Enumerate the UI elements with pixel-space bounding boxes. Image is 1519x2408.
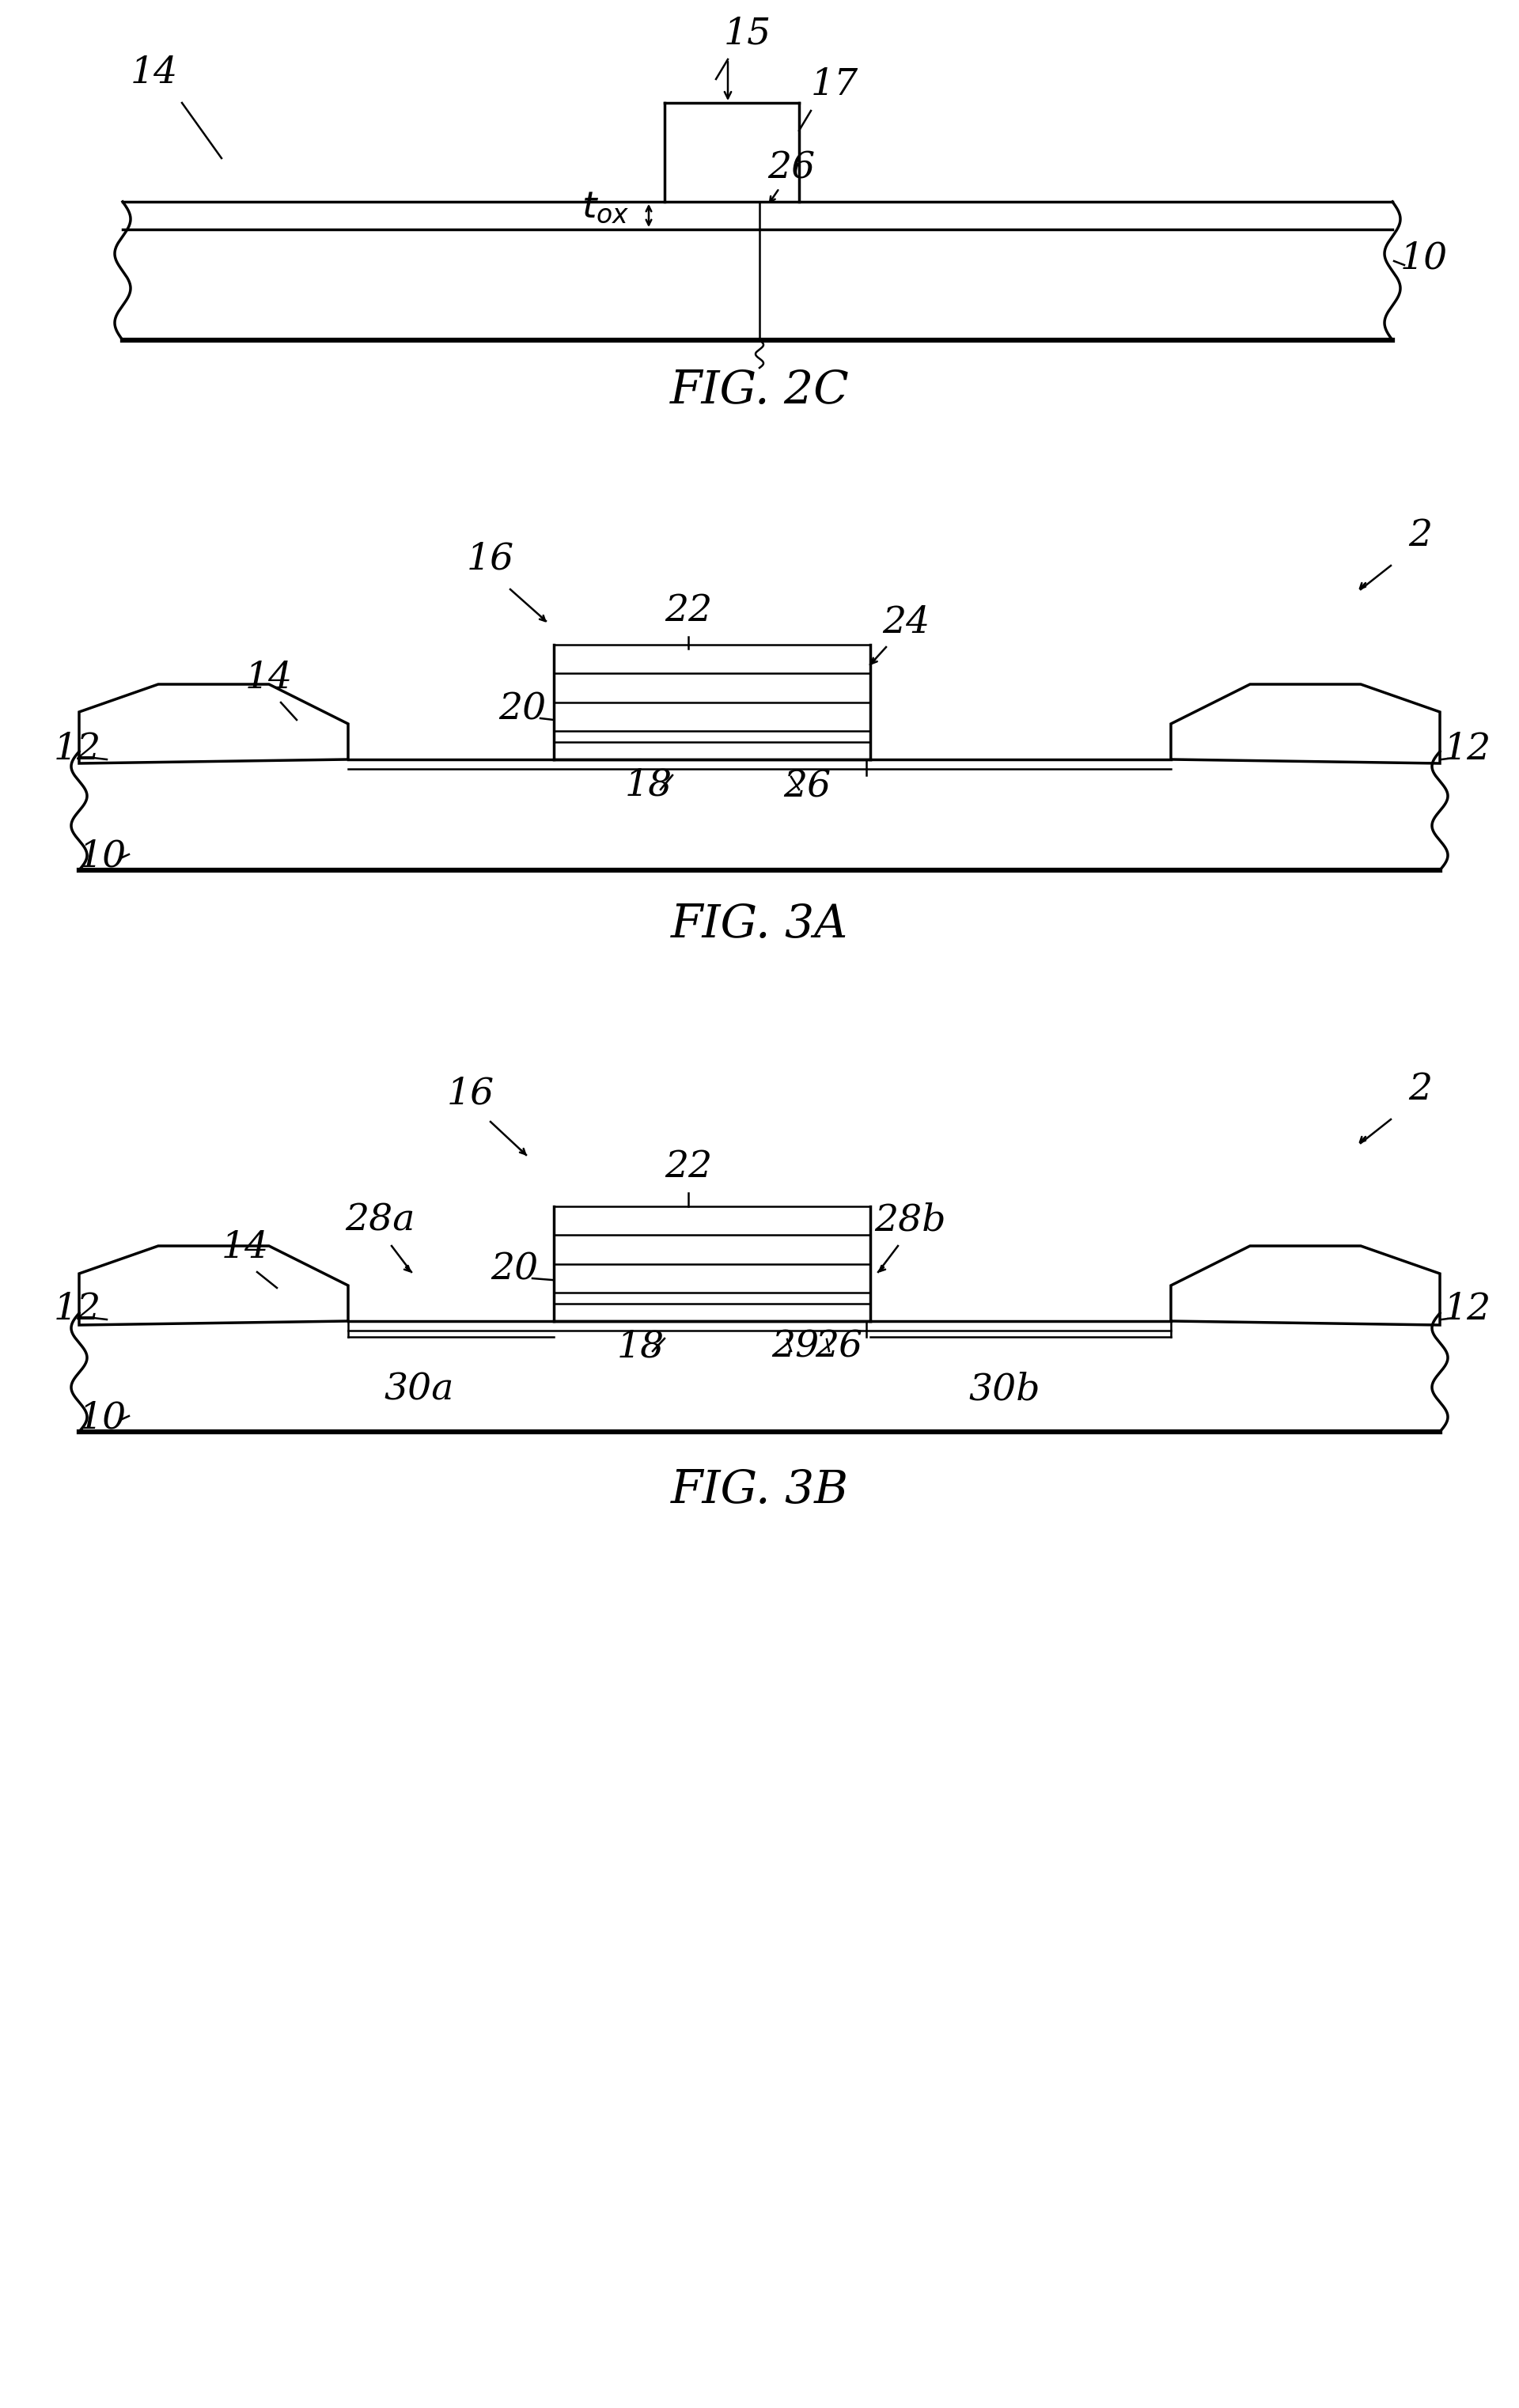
Text: FIG. 3B: FIG. 3B — [670, 1469, 849, 1512]
Text: 28a: 28a — [345, 1202, 415, 1238]
Text: 30a: 30a — [384, 1373, 454, 1409]
Text: 16: 16 — [447, 1076, 495, 1112]
Text: 18: 18 — [624, 768, 673, 802]
Text: 22: 22 — [664, 1149, 712, 1185]
Text: 20: 20 — [491, 1252, 538, 1288]
Text: FIG. 2C: FIG. 2C — [670, 368, 849, 414]
Text: 22: 22 — [664, 592, 712, 628]
Text: 24: 24 — [883, 604, 930, 641]
Text: $t_{ox}$: $t_{ox}$ — [582, 190, 629, 226]
Text: 14: 14 — [245, 660, 293, 696]
Text: 20: 20 — [498, 691, 545, 727]
Text: 2: 2 — [1408, 518, 1432, 554]
Text: 12: 12 — [1443, 732, 1492, 768]
Text: 14: 14 — [222, 1230, 269, 1267]
Text: FIG. 3A: FIG. 3A — [671, 903, 848, 946]
Text: 10: 10 — [1401, 241, 1448, 277]
Text: 28b: 28b — [873, 1202, 946, 1238]
Text: 16: 16 — [466, 542, 515, 578]
Text: 26: 26 — [784, 771, 831, 804]
Text: 2: 2 — [1408, 1072, 1432, 1108]
Text: 15: 15 — [723, 14, 772, 51]
Text: 26: 26 — [814, 1329, 863, 1365]
Text: 12: 12 — [53, 732, 102, 768]
Text: 26: 26 — [767, 149, 816, 185]
Text: 17: 17 — [811, 67, 858, 104]
Text: 10: 10 — [79, 1399, 126, 1435]
Text: 14: 14 — [131, 55, 178, 92]
Text: 29: 29 — [772, 1329, 819, 1365]
Text: 12: 12 — [53, 1291, 102, 1327]
Text: 30b: 30b — [969, 1373, 1041, 1409]
Text: 18: 18 — [617, 1329, 665, 1365]
Text: 10: 10 — [79, 838, 126, 874]
Text: 12: 12 — [1443, 1291, 1492, 1327]
